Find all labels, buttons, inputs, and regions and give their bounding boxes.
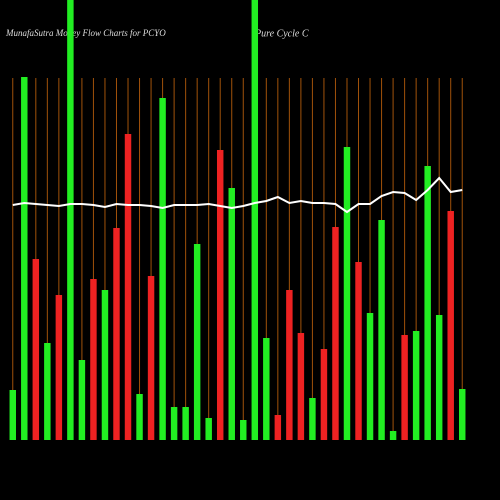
bar <box>274 415 282 440</box>
chart-title: MunafaSutra Money Flow Charts for PCYO <box>5 28 166 38</box>
bar <box>263 338 270 440</box>
bar <box>320 349 328 440</box>
bar <box>424 166 431 440</box>
bar <box>309 398 316 440</box>
chart-subtitle: Pure Cycle C <box>254 28 309 39</box>
bar <box>228 188 235 440</box>
bar <box>401 335 408 440</box>
bar <box>447 211 454 440</box>
bar <box>435 315 443 440</box>
bar <box>182 407 189 440</box>
bar <box>113 228 120 440</box>
bar <box>170 407 178 440</box>
bar <box>21 77 28 440</box>
bar <box>9 390 16 440</box>
bar <box>32 259 40 440</box>
bar <box>412 331 420 440</box>
flow-line <box>12 176 463 214</box>
bar <box>332 227 339 440</box>
bar <box>101 290 109 440</box>
bar <box>44 343 51 440</box>
bar <box>355 262 362 440</box>
bar <box>286 290 293 440</box>
bar <box>459 389 466 440</box>
bar <box>251 0 259 440</box>
bar <box>147 276 155 440</box>
bar <box>136 394 143 440</box>
bar <box>240 420 247 440</box>
bar <box>67 0 74 440</box>
bar <box>297 333 305 440</box>
bar <box>378 220 385 440</box>
bar <box>55 295 63 440</box>
bar <box>205 418 212 440</box>
bar <box>343 147 351 440</box>
bar <box>389 431 397 440</box>
bar <box>90 279 97 440</box>
bar <box>366 313 374 440</box>
bar <box>124 134 132 440</box>
bar <box>193 244 201 440</box>
bar <box>159 98 166 440</box>
bar <box>78 360 86 440</box>
bar <box>216 150 224 440</box>
